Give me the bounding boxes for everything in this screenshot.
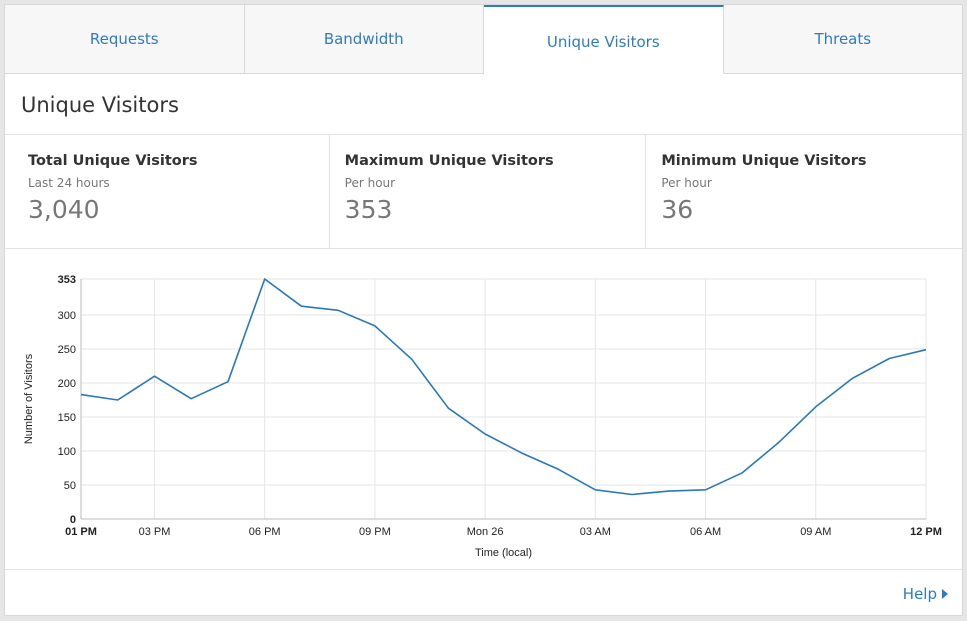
data-point bbox=[630, 493, 634, 497]
chart-container: 0 50 100 150 200 250 300 353 01 PM 03 PM 06 PM 09 P… bbox=[5, 249, 962, 569]
data-point bbox=[336, 308, 340, 312]
stat-label: Total Unique Visitors bbox=[28, 153, 198, 169]
data-point bbox=[79, 393, 83, 397]
x-tick-label: 03 PM bbox=[139, 526, 171, 538]
data-point bbox=[263, 277, 267, 281]
data-point bbox=[226, 380, 230, 384]
x-axis-title: Time (local) bbox=[475, 547, 532, 559]
data-point bbox=[152, 374, 156, 378]
stat-sublabel: Per hour bbox=[344, 176, 396, 190]
x-tick-label: 01 PM bbox=[65, 526, 97, 538]
stat-value: 353 bbox=[344, 195, 393, 224]
x-tick-label: 09 AM bbox=[800, 526, 831, 538]
help-link[interactable]: Help bbox=[903, 585, 948, 603]
data-point bbox=[483, 432, 487, 436]
help-label: Help bbox=[902, 585, 937, 603]
stat-sublabel: Last 24 hours bbox=[28, 176, 110, 190]
y-tick-label: 200 bbox=[58, 378, 76, 390]
tab-unique-visitors[interactable]: Unique Visitors bbox=[484, 5, 724, 74]
x-tick-label: 06 PM bbox=[249, 526, 281, 538]
data-point bbox=[924, 348, 928, 352]
data-point bbox=[520, 451, 524, 455]
tab-requests[interactable]: Requests bbox=[5, 5, 245, 74]
x-tick-label: Mon 26 bbox=[467, 526, 504, 538]
y-tick-label: 250 bbox=[58, 344, 76, 356]
data-point bbox=[887, 357, 891, 361]
y-tick-label: 100 bbox=[58, 446, 76, 458]
data-point bbox=[189, 397, 193, 401]
stat-total: Total Unique Visitors Last 24 hours 3,04… bbox=[5, 135, 330, 248]
stat-value: 3,040 bbox=[28, 195, 100, 224]
divider bbox=[5, 569, 962, 570]
tab-bar: Requests Bandwidth Unique Visitors Threa… bbox=[5, 5, 962, 74]
analytics-card: Requests Bandwidth Unique Visitors Threa… bbox=[4, 4, 963, 616]
x-tick-label: 12 PM bbox=[910, 526, 942, 538]
stat-minimum: Minimum Unique Visitors Per hour 36 bbox=[646, 135, 962, 248]
data-point bbox=[410, 357, 414, 361]
data-point bbox=[373, 324, 377, 328]
data-point bbox=[740, 471, 744, 475]
series-line-unique-visitors bbox=[80, 278, 927, 496]
data-point bbox=[446, 406, 450, 410]
x-tick-label: 09 PM bbox=[359, 526, 391, 538]
stat-label: Maximum Unique Visitors bbox=[344, 153, 554, 169]
y-tick-label: 0 bbox=[70, 514, 76, 526]
y-axis-title: Number of Visitors bbox=[23, 353, 35, 444]
y-tick-label: 150 bbox=[58, 412, 76, 424]
data-point bbox=[851, 376, 855, 380]
x-tick-label: 06 AM bbox=[690, 526, 721, 538]
tab-threats[interactable]: Threats bbox=[723, 5, 962, 74]
data-point bbox=[557, 467, 561, 471]
data-point bbox=[704, 488, 708, 492]
caret-right-icon bbox=[942, 589, 948, 599]
data-point bbox=[116, 398, 120, 402]
section-title: Unique Visitors bbox=[21, 93, 179, 117]
x-tick-label: 03 AM bbox=[580, 526, 611, 538]
stat-value: 36 bbox=[661, 195, 694, 224]
data-point bbox=[593, 488, 597, 492]
stats-row: Total Unique Visitors Last 24 hours 3,04… bbox=[5, 135, 962, 249]
tab-bandwidth[interactable]: Bandwidth bbox=[244, 5, 484, 74]
divider bbox=[5, 134, 962, 135]
y-tick-label: 300 bbox=[58, 310, 76, 322]
data-point bbox=[814, 405, 818, 409]
data-point bbox=[777, 440, 781, 444]
y-tick-label: 353 bbox=[58, 274, 76, 286]
visitors-line-chart: 0 50 100 150 200 250 300 353 01 PM 03 PM 06 PM 09 P… bbox=[23, 274, 942, 559]
stat-maximum: Maximum Unique Visitors Per hour 353 bbox=[330, 135, 647, 248]
data-point bbox=[667, 489, 671, 493]
data-point bbox=[299, 304, 303, 308]
stat-label: Minimum Unique Visitors bbox=[661, 153, 867, 169]
stat-sublabel: Per hour bbox=[661, 176, 712, 190]
y-tick-label: 50 bbox=[64, 480, 76, 492]
